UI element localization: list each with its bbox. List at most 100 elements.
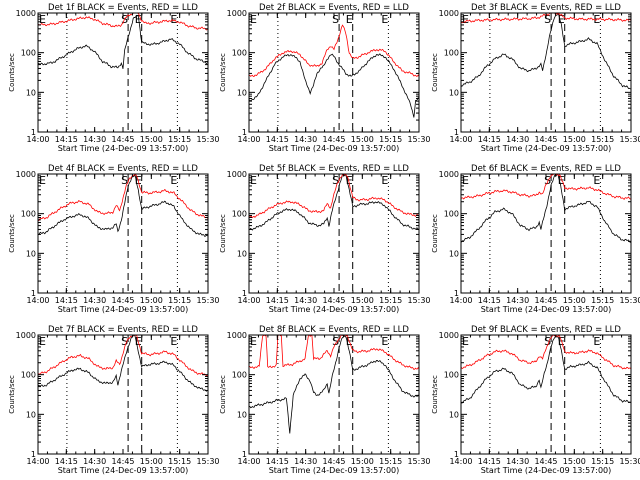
x-axis-label: Start Time (24-Dec-09 13:57:00) xyxy=(58,144,189,153)
y-tick-label: 1000 xyxy=(16,170,36,179)
marker-label: E xyxy=(170,174,177,187)
x-tick-label: 14:15 xyxy=(55,457,78,466)
y-tick-label: 10 xyxy=(26,88,36,97)
y-tick-label: 1000 xyxy=(439,9,459,18)
y-tick-label: 1000 xyxy=(16,9,36,18)
panel-title: Det 8f BLACK = Events, RED = LLD xyxy=(259,325,409,335)
y-tick-label: 1 xyxy=(31,128,36,137)
y-tick-label: 1000 xyxy=(227,331,247,340)
y-tick-label: 10 xyxy=(237,88,247,97)
y-tick-label: 1000 xyxy=(439,331,459,340)
y-tick-label: 1000 xyxy=(439,170,459,179)
x-tick-label: 14:15 xyxy=(478,135,501,144)
x-tick-label: 15:00 xyxy=(140,296,163,305)
marker-label: E xyxy=(462,174,469,187)
x-tick-label: 14:00 xyxy=(26,457,49,466)
y-tick-label: 10 xyxy=(449,410,459,419)
marker-label: E xyxy=(462,13,469,26)
panel-title: Det 3f BLACK = Events, RED = LLD xyxy=(471,3,621,13)
y-tick-label: 10 xyxy=(237,410,247,419)
y-tick-label: 1000 xyxy=(227,9,247,18)
plot-frame xyxy=(37,173,209,294)
panel-title: Det 7f BLACK = Events, RED = LLD xyxy=(48,325,198,335)
x-axis-label: Start Time (24-Dec-09 13:57:00) xyxy=(58,466,189,475)
x-tick-label: 14:15 xyxy=(478,296,501,305)
x-axis-label: Start Time (24-Dec-09 13:57:00) xyxy=(58,305,189,314)
y-axis-label: Counts/sec xyxy=(219,53,227,92)
plot-frame xyxy=(248,12,420,133)
x-axis-label: Start Time (24-Dec-09 13:57:00) xyxy=(269,144,400,153)
series-black xyxy=(461,13,631,90)
marker-label: E xyxy=(381,335,388,348)
x-tick-label: 14:15 xyxy=(55,296,78,305)
y-tick-label: 100 xyxy=(444,210,459,219)
x-tick-label: 14:45 xyxy=(322,135,345,144)
panel-title: Det 2f BLACK = Events, RED = LLD xyxy=(259,3,409,13)
y-axis-label: Counts/sec xyxy=(8,214,16,253)
series-black xyxy=(249,335,419,434)
marker-label: E xyxy=(39,13,46,26)
x-axis-label: Start Time (24-Dec-09 13:57:00) xyxy=(481,305,612,314)
marker-label: S xyxy=(121,174,128,187)
x-tick-label: 15:15 xyxy=(591,135,614,144)
x-tick-label: 14:30 xyxy=(294,135,317,144)
marker-label: E xyxy=(170,13,177,26)
y-tick-label: 1 xyxy=(454,289,459,298)
panel-title: Det 6f BLACK = Events, RED = LLD xyxy=(471,164,621,174)
plot-frame xyxy=(37,12,209,133)
series-black xyxy=(249,53,419,118)
marker-label: E xyxy=(381,13,388,26)
marker-label: E xyxy=(593,174,600,187)
y-tick-label: 1 xyxy=(454,128,459,137)
plot-frame xyxy=(248,173,420,294)
y-axis-label: Counts/sec xyxy=(8,53,16,92)
marker-label: E xyxy=(250,13,257,26)
y-tick-label: 100 xyxy=(21,371,36,380)
x-tick-label: 14:15 xyxy=(266,135,289,144)
y-tick-label: 1000 xyxy=(16,331,36,340)
x-tick-label: 15:30 xyxy=(407,296,430,305)
y-axis-label: Counts/sec xyxy=(8,375,16,414)
plot-frame xyxy=(460,334,632,455)
x-tick-label: 14:00 xyxy=(449,296,472,305)
x-tick-label: 14:30 xyxy=(506,296,529,305)
marker-label: E xyxy=(135,13,142,26)
y-tick-label: 1 xyxy=(31,289,36,298)
x-axis-label: Start Time (24-Dec-09 13:57:00) xyxy=(269,466,400,475)
marker-label: S xyxy=(332,335,339,348)
x-tick-label: 15:30 xyxy=(196,135,219,144)
marker-label: E xyxy=(593,335,600,348)
series-black xyxy=(38,335,208,392)
series-red xyxy=(249,335,419,371)
y-tick-label: 100 xyxy=(232,210,247,219)
series-red xyxy=(249,174,419,219)
series-black xyxy=(38,174,208,237)
x-tick-label: 14:45 xyxy=(322,296,345,305)
marker-label: E xyxy=(39,174,46,187)
marker-label: E xyxy=(558,13,565,26)
y-tick-label: 100 xyxy=(444,49,459,58)
x-tick-label: 15:15 xyxy=(591,457,614,466)
x-tick-label: 14:30 xyxy=(294,296,317,305)
marker-label: S xyxy=(332,174,339,187)
marker-label: S xyxy=(544,335,551,348)
y-tick-label: 100 xyxy=(444,371,459,380)
marker-label: E xyxy=(250,335,257,348)
x-tick-label: 14:00 xyxy=(449,457,472,466)
x-tick-label: 15:15 xyxy=(168,135,191,144)
series-red xyxy=(461,174,631,200)
y-tick-label: 100 xyxy=(232,49,247,58)
marker-label: E xyxy=(346,13,353,26)
series-black xyxy=(249,174,419,231)
x-tick-label: 14:15 xyxy=(266,457,289,466)
marker-label: S xyxy=(544,13,551,26)
x-tick-label: 15:15 xyxy=(379,135,402,144)
x-tick-label: 14:45 xyxy=(322,457,345,466)
